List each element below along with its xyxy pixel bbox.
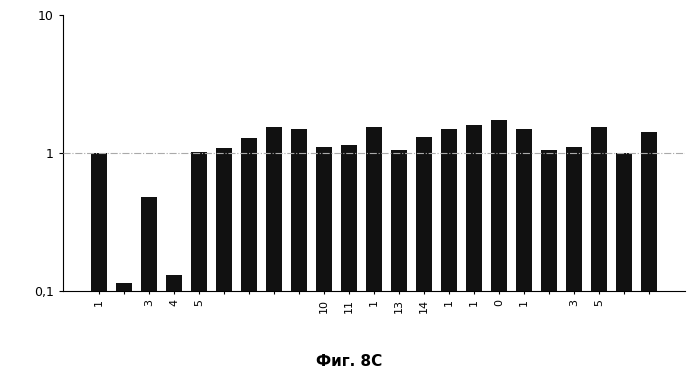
- Bar: [516, 129, 532, 373]
- Bar: [591, 127, 607, 373]
- Bar: [91, 153, 108, 373]
- Bar: [366, 127, 382, 373]
- Bar: [640, 132, 657, 373]
- Bar: [540, 150, 557, 373]
- Bar: [466, 125, 482, 373]
- Bar: [266, 127, 282, 373]
- Bar: [166, 275, 182, 373]
- Bar: [391, 150, 407, 373]
- Bar: [241, 138, 257, 373]
- Bar: [291, 129, 307, 373]
- Text: Фиг. 8C: Фиг. 8C: [317, 354, 382, 369]
- Bar: [141, 197, 157, 373]
- Bar: [316, 147, 332, 373]
- Bar: [616, 153, 632, 373]
- Bar: [565, 147, 582, 373]
- Bar: [491, 120, 507, 373]
- Bar: [216, 148, 232, 373]
- Bar: [441, 129, 457, 373]
- Bar: [191, 152, 208, 373]
- Bar: [116, 283, 132, 373]
- Bar: [341, 145, 357, 373]
- Bar: [416, 137, 432, 373]
